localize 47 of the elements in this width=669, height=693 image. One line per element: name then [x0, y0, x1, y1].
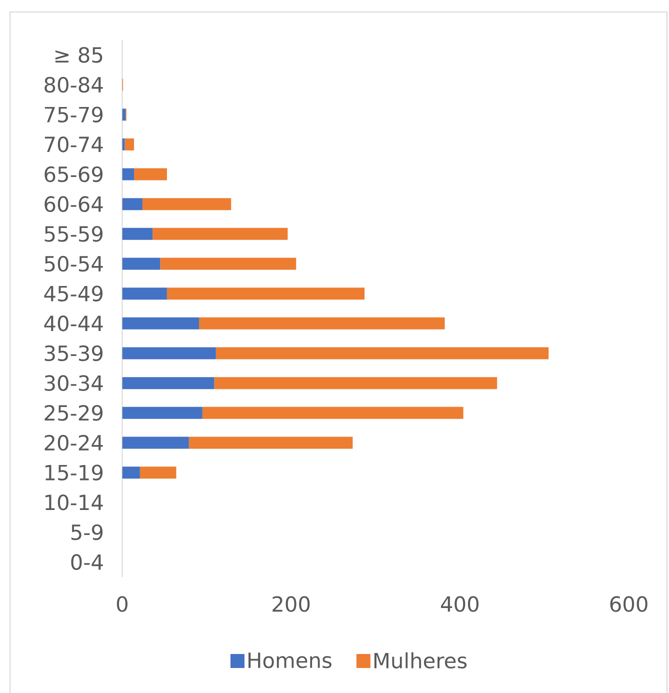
bar — [216, 347, 549, 360]
bar — [122, 466, 140, 479]
bar — [122, 317, 200, 330]
bar — [122, 168, 134, 180]
bar — [202, 406, 464, 419]
y-tick-label: 35-39 — [44, 345, 103, 362]
bar — [122, 258, 160, 270]
y-tick-label: 40-44 — [44, 316, 103, 332]
y-tick-label: 75-79 — [44, 106, 103, 122]
y-tick-label: 45-49 — [44, 286, 103, 302]
bar — [214, 377, 498, 390]
x-tick-label: 0 — [116, 596, 128, 612]
bar — [122, 436, 189, 449]
y-tick-label: 0-4 — [71, 554, 103, 570]
bar — [122, 406, 202, 419]
y-tick-label: 60-64 — [44, 196, 103, 212]
bar — [122, 347, 216, 360]
y-tick-label: 15-19 — [46, 464, 103, 480]
legend-label: Mulheres — [374, 652, 467, 668]
y-tick-label: 80-84 — [44, 76, 103, 93]
bar — [160, 258, 296, 270]
x-tick-label: 200 — [272, 596, 310, 612]
y-tick-label: 30-34 — [44, 375, 103, 391]
bar — [122, 198, 142, 210]
x-tick-label: 400 — [440, 596, 478, 612]
bar — [122, 377, 214, 390]
bar — [142, 198, 232, 210]
y-tick-label: 55-59 — [44, 226, 103, 242]
y-tick-label: 20-24 — [44, 434, 103, 451]
bar — [152, 228, 288, 240]
y-tick-label: 50-54 — [44, 256, 103, 272]
bar — [188, 436, 353, 449]
x-tick-label: 600 — [610, 596, 648, 612]
y-tick-label: 70-74 — [44, 136, 103, 152]
bar — [166, 288, 365, 300]
bar — [122, 228, 153, 240]
y-tick-label: 10-14 — [46, 494, 103, 510]
y-tick-label: 5-9 — [71, 524, 103, 540]
y-tick-label: 65-69 — [44, 166, 103, 182]
bar — [134, 168, 167, 180]
bar — [122, 288, 167, 300]
legend-label: Homens — [248, 652, 332, 668]
bar — [140, 466, 176, 479]
bar — [199, 317, 445, 330]
y-tick-label: ≥ 85 — [55, 46, 102, 63]
y-tick-label: 25-29 — [44, 405, 103, 421]
bar — [124, 138, 134, 150]
